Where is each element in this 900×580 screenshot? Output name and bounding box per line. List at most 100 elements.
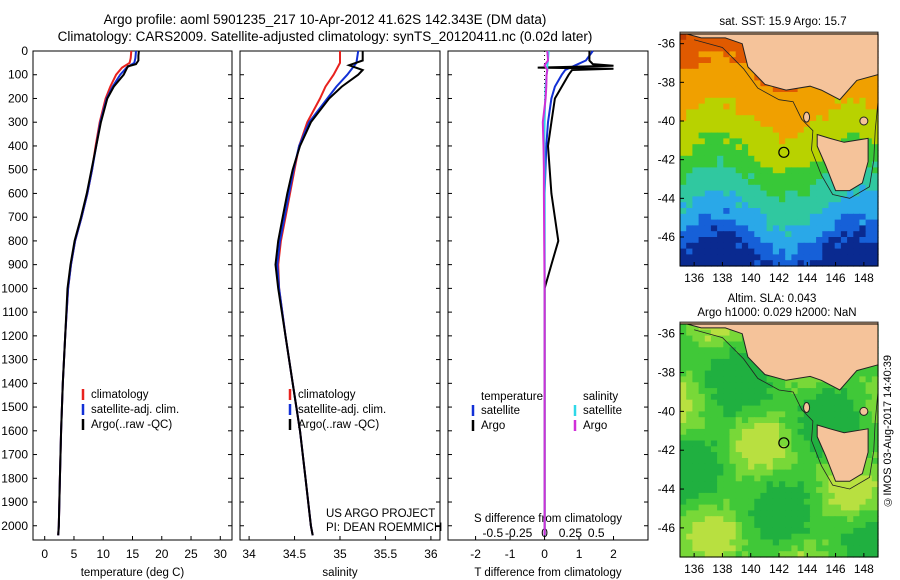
field-cell bbox=[692, 39, 700, 47]
land-flinders-island bbox=[859, 406, 869, 416]
field-cell bbox=[729, 109, 737, 116]
field-cell bbox=[853, 86, 861, 93]
field-cell bbox=[704, 225, 712, 232]
x-tick-label: 30 bbox=[214, 547, 228, 561]
field-cell bbox=[816, 516, 823, 523]
field-cell bbox=[766, 475, 774, 482]
field-cell bbox=[686, 458, 693, 465]
field-cell bbox=[754, 80, 762, 87]
field-cell bbox=[735, 434, 743, 442]
field-cell bbox=[754, 109, 762, 116]
series-line-satellite-adj-clim- bbox=[57, 50, 137, 536]
field-cell bbox=[785, 405, 792, 412]
field-cell bbox=[680, 161, 687, 168]
field-cell bbox=[741, 242, 749, 250]
field-cell bbox=[853, 551, 861, 558]
field-cell bbox=[692, 74, 700, 81]
field-cell bbox=[735, 190, 743, 197]
field-cell bbox=[871, 242, 879, 250]
field-cell bbox=[723, 126, 731, 134]
field-cell bbox=[729, 388, 737, 395]
field-cell bbox=[797, 190, 805, 197]
field-cell bbox=[680, 242, 687, 250]
field-cell bbox=[723, 86, 731, 93]
field-cell bbox=[692, 260, 700, 267]
field-cell bbox=[754, 434, 762, 442]
field-cell bbox=[729, 382, 737, 389]
field-cell bbox=[741, 57, 749, 64]
field-cell bbox=[729, 504, 737, 511]
field-cell bbox=[779, 196, 786, 203]
field-cell bbox=[766, 202, 774, 209]
field-cell bbox=[766, 463, 774, 471]
field-cell bbox=[828, 545, 836, 552]
field-cell bbox=[729, 190, 737, 197]
field-cell bbox=[680, 225, 687, 232]
field-cell bbox=[748, 202, 755, 209]
field-cell bbox=[828, 225, 836, 232]
field-cell bbox=[828, 539, 836, 546]
field-cell bbox=[871, 97, 879, 105]
field-cell bbox=[680, 150, 687, 157]
field-cell bbox=[760, 202, 768, 209]
field-cell bbox=[797, 242, 805, 250]
field-cell bbox=[717, 115, 724, 122]
field-cell bbox=[698, 551, 706, 558]
field-cell bbox=[680, 551, 687, 558]
field-cell bbox=[698, 57, 706, 64]
field-cell bbox=[809, 86, 817, 93]
field-cell bbox=[710, 393, 718, 401]
field-cell bbox=[692, 167, 700, 174]
field-cell bbox=[779, 428, 786, 436]
field-cell bbox=[785, 510, 792, 517]
field-cell bbox=[828, 388, 836, 395]
field-cell bbox=[803, 202, 811, 209]
field-cell bbox=[710, 254, 718, 261]
panel-temperature: 0100200300400500600700800900100011001200… bbox=[1, 44, 233, 579]
field-cell bbox=[803, 92, 811, 99]
field-cell bbox=[704, 109, 712, 116]
field-cell bbox=[748, 481, 755, 488]
field-cell bbox=[754, 103, 762, 110]
field-cell bbox=[748, 92, 755, 99]
field-cell bbox=[766, 167, 774, 174]
field-cell bbox=[865, 150, 873, 157]
field-cell bbox=[859, 190, 867, 197]
lat-tick-label: -46 bbox=[658, 521, 676, 535]
field-cell bbox=[723, 452, 731, 459]
field-cell bbox=[735, 138, 743, 145]
field-cell bbox=[704, 545, 712, 552]
field-cell bbox=[698, 358, 706, 366]
field-cell bbox=[809, 109, 817, 116]
field-cell bbox=[816, 121, 823, 128]
field-cell bbox=[741, 115, 749, 122]
field-cell bbox=[717, 213, 724, 221]
field-cell bbox=[735, 440, 743, 447]
field-cell bbox=[791, 184, 799, 192]
field-cell bbox=[717, 184, 724, 192]
field-cell bbox=[809, 481, 817, 488]
field-cell bbox=[741, 132, 749, 139]
field-cell bbox=[754, 161, 762, 168]
field-cell bbox=[760, 481, 768, 488]
field-cell bbox=[729, 126, 737, 134]
field-cell bbox=[686, 68, 693, 76]
field-cell bbox=[797, 533, 805, 541]
field-cell bbox=[766, 440, 774, 447]
field-cell bbox=[692, 248, 700, 255]
field-cell bbox=[698, 487, 706, 494]
field-cell bbox=[797, 126, 805, 134]
field-cell bbox=[779, 411, 786, 418]
field-cell bbox=[760, 428, 768, 436]
field-cell bbox=[748, 161, 755, 168]
field-cell bbox=[686, 208, 693, 215]
field-cell bbox=[822, 533, 830, 541]
field-cell bbox=[828, 184, 836, 192]
field-cell bbox=[735, 353, 743, 360]
field-cell bbox=[748, 179, 755, 186]
field-cell bbox=[760, 487, 768, 494]
field-cell bbox=[704, 417, 712, 424]
field-cell bbox=[760, 510, 768, 517]
field-cell bbox=[779, 179, 786, 186]
field-cell bbox=[754, 115, 762, 122]
